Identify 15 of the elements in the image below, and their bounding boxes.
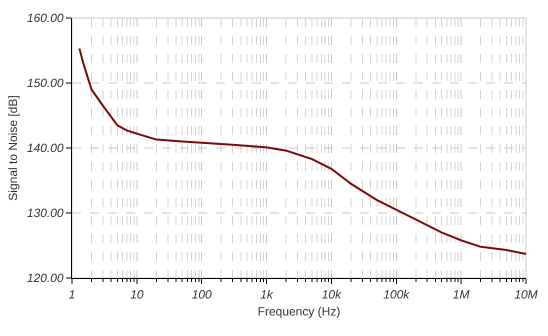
x-tick-label: 100k bbox=[383, 287, 410, 302]
x-tick-label: 10k bbox=[322, 287, 342, 302]
y-tick-label: 140.00 bbox=[26, 141, 64, 156]
x-tick-label: 10M bbox=[514, 287, 538, 302]
y-axis-title: Signal to Noise [dB] bbox=[6, 95, 20, 201]
y-tick-label: 160.00 bbox=[26, 11, 64, 26]
x-tick-label: 1k bbox=[260, 287, 274, 302]
x-tick-label: 100 bbox=[192, 287, 212, 302]
y-tick-label: 150.00 bbox=[26, 76, 64, 90]
x-tick-label: 1M bbox=[452, 287, 470, 302]
y-tick-label: 120.00 bbox=[26, 271, 64, 286]
x-tick-label: 1 bbox=[68, 287, 76, 302]
x-tick-label: 10 bbox=[130, 287, 144, 302]
y-tick-label: 130.00 bbox=[26, 206, 64, 220]
x-axis-title: Frequency (Hz) bbox=[258, 304, 340, 318]
